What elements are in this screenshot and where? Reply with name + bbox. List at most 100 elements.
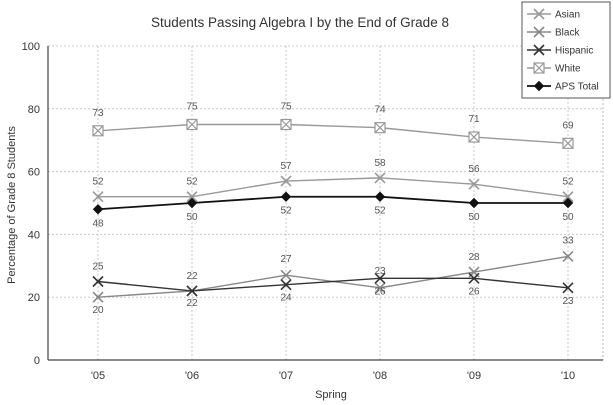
data-point: [562, 250, 574, 262]
legend-label: Hispanic: [555, 46, 593, 57]
legend-item: Hispanic: [527, 44, 593, 57]
legend-item: Asian: [527, 8, 580, 21]
data-label: 56: [468, 164, 480, 175]
series-line: [98, 177, 569, 198]
legend-label: Asian: [555, 10, 580, 21]
data-point: [468, 272, 480, 284]
y-tick-label: 0: [34, 355, 40, 367]
data-label: 50: [468, 212, 480, 223]
x-tick-label: '05: [91, 370, 105, 382]
data-point: [186, 118, 198, 131]
data-point: [562, 137, 574, 149]
data-label: 25: [92, 262, 104, 273]
data-label: 75: [280, 102, 292, 113]
data-label: 50: [186, 212, 198, 223]
data-point: [562, 191, 574, 203]
data-label: 69: [562, 120, 574, 131]
data-labels: 52 52 57 58 56 52 20 22 27 23 28 33 25 22 24 26 26 23 73 75…: [92, 102, 574, 317]
data-label: 26: [374, 286, 386, 297]
data-label: 52: [280, 206, 292, 217]
data-label: 58: [374, 158, 386, 169]
data-point: [92, 204, 104, 215]
data-point: [562, 282, 574, 294]
y-tick-label: 40: [28, 229, 40, 241]
x-axis-label: Spring: [315, 389, 347, 401]
legend-item: Black: [527, 26, 580, 39]
data-point: [374, 191, 386, 202]
data-point: [533, 80, 545, 92]
data-point: [374, 272, 386, 284]
data-point: [186, 285, 198, 297]
data-point: [533, 26, 545, 38]
data-point: [280, 175, 292, 187]
data-label: 57: [280, 161, 292, 172]
data-point: [562, 197, 574, 209]
y-tick-label: 60: [28, 167, 40, 179]
data-label: 27: [280, 254, 292, 265]
data-label: 50: [562, 212, 574, 223]
series-line: [97, 123, 569, 145]
x-tick-label: '07: [279, 370, 293, 382]
data-label: 74: [374, 105, 386, 116]
data-point: [280, 118, 292, 131]
data-label: 52: [92, 177, 104, 188]
y-tick-label: 100: [22, 41, 40, 53]
data-point: [92, 125, 104, 137]
data-label: 22: [186, 271, 198, 282]
data-point: [533, 62, 545, 74]
data-point: [468, 178, 480, 190]
y-tick-label: 20: [28, 292, 40, 304]
data-point: [533, 44, 545, 56]
y-axis-label: Percentage of Grade 8 Students: [6, 126, 18, 284]
chart-title: Students Passing Algebra I by the End of…: [151, 15, 449, 30]
data-point: [92, 291, 104, 303]
data-point: [280, 191, 292, 202]
data-label: 33: [562, 235, 574, 246]
data-point: [186, 197, 198, 209]
data-point: [280, 269, 292, 281]
data-point: [374, 282, 386, 294]
data-label: 24: [280, 293, 292, 304]
series-line: [97, 195, 568, 211]
data-label: 71: [468, 114, 480, 125]
x-tick-label: '09: [467, 370, 481, 382]
data-label: 48: [92, 218, 104, 229]
data-point: [374, 122, 386, 134]
data-point: [374, 172, 386, 184]
series-layer: [92, 118, 574, 303]
series-line: [97, 255, 569, 298]
data-point: [468, 131, 480, 143]
data-point: [533, 8, 545, 20]
data-point: [92, 275, 104, 288]
x-tick-label: '10: [561, 370, 575, 382]
data-label: 23: [374, 266, 386, 277]
series-line: [97, 277, 569, 292]
data-label: 52: [186, 177, 198, 188]
data-point: [186, 191, 198, 203]
data-label: 23: [562, 296, 574, 307]
data-label: 26: [468, 286, 480, 297]
y-tick-label: 80: [28, 104, 40, 116]
data-label: 73: [92, 108, 104, 119]
x-tick-label: '08: [373, 370, 387, 382]
data-point: [468, 197, 480, 209]
data-label: 22: [186, 298, 198, 309]
data-label: 52: [374, 206, 386, 217]
data-label: 75: [186, 102, 198, 113]
data-label: 28: [468, 252, 480, 263]
legend-label: White: [555, 64, 581, 75]
legend-label: Black: [555, 28, 580, 39]
data-label: 20: [92, 305, 104, 316]
grid: [47, 45, 604, 361]
legend-label: APS Total: [555, 82, 599, 93]
legend-item: APS Total: [527, 80, 599, 93]
legend: Asian Black Hispanic White APS Total: [521, 1, 611, 99]
axes: 0 20 40 60 80 100 '05 '06 '07 '08 '09 '10: [22, 41, 603, 382]
data-point: [92, 191, 104, 203]
legend-item: White: [527, 62, 581, 75]
x-tick-label: '06: [185, 370, 199, 382]
data-point: [280, 279, 292, 291]
data-label: 52: [562, 177, 574, 188]
